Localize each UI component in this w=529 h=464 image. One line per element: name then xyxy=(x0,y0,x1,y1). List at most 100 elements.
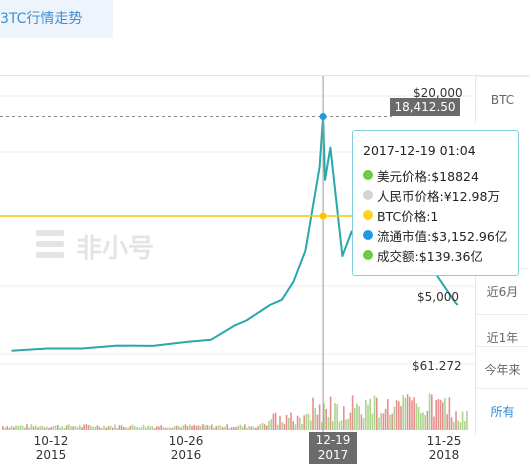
volume-bar xyxy=(61,426,63,430)
volume-bar xyxy=(387,399,389,430)
volume-bar xyxy=(202,424,204,430)
volume-bar xyxy=(404,397,407,430)
volume-bar xyxy=(338,421,341,430)
volume-bar xyxy=(354,408,356,430)
x-tick-year: 2015 xyxy=(35,448,67,462)
volume-bar xyxy=(305,413,308,430)
volume-bar xyxy=(329,396,332,430)
volume-bar xyxy=(52,426,55,430)
volume-bar xyxy=(259,424,261,430)
volume-bar xyxy=(332,421,334,430)
volume-bar xyxy=(175,425,178,430)
volume-bar xyxy=(255,427,257,430)
yellow-dot-icon xyxy=(363,210,373,220)
tooltip-row: 美元价格:$18824 xyxy=(363,165,518,185)
x-tick-date: 10-26 xyxy=(168,434,204,448)
volume-bar xyxy=(296,415,299,430)
volume-bar xyxy=(358,406,360,430)
volume-bar xyxy=(261,422,264,430)
tab-btc-trend[interactable]: 3TC行情走势 xyxy=(0,0,113,38)
volume-bar xyxy=(2,426,4,430)
volume-bar xyxy=(149,426,151,430)
volume-bar xyxy=(48,427,50,430)
volume-bar xyxy=(292,421,294,430)
volume-bar xyxy=(402,395,404,430)
tooltip: 2017-12-19 01:04 美元价格:$18824 人民币价格:¥12.9… xyxy=(352,130,519,276)
volume-bar xyxy=(279,415,281,430)
tooltip-row: 流通市值:$3,152.96亿 xyxy=(363,225,518,245)
volume-bar xyxy=(266,425,268,430)
range-button-btc[interactable]: BTC xyxy=(475,76,529,123)
volume-bar xyxy=(180,427,182,430)
tooltip-row: BTC价格:1 xyxy=(363,205,518,225)
volume-bar xyxy=(248,426,250,430)
volume-bar xyxy=(461,411,464,430)
crosshair-price-label: 18,412.50 xyxy=(390,98,460,116)
volume-bar xyxy=(314,408,316,430)
volume-bar xyxy=(453,422,455,430)
gray-dot-icon xyxy=(363,190,373,200)
volume-bar xyxy=(433,416,435,430)
volume-bar xyxy=(457,420,459,430)
volume-bar xyxy=(235,426,237,430)
volume-bar xyxy=(189,424,191,430)
volume-bar xyxy=(417,406,420,430)
volume-bar xyxy=(464,421,466,430)
volume-bar xyxy=(356,403,358,430)
volume-bar xyxy=(288,417,290,430)
x-tick-label: 10-12 2015 xyxy=(26,434,76,462)
volume-bar xyxy=(208,426,211,430)
volume-bar xyxy=(360,414,363,430)
volume-bar xyxy=(351,395,354,430)
volume-bar xyxy=(252,426,255,430)
volume-bar xyxy=(26,424,28,430)
range-button-all[interactable]: 所有 xyxy=(475,388,529,435)
volume-bar xyxy=(376,397,378,430)
volume-bar xyxy=(327,417,330,430)
volume-bar xyxy=(105,427,107,430)
volume-bar xyxy=(138,427,140,430)
volume-bar xyxy=(118,425,121,430)
volume-bar xyxy=(19,425,22,430)
crosshair-year: 2017 xyxy=(317,448,349,462)
x-tick-label: 10-26 2016 xyxy=(161,434,211,462)
volume-bar xyxy=(415,403,418,430)
volume-bar xyxy=(39,426,41,430)
volume-bar xyxy=(54,425,57,430)
volume-bar xyxy=(136,426,138,430)
volume-bar xyxy=(204,425,206,430)
volume-bar xyxy=(466,411,468,430)
volume-bar xyxy=(70,426,72,430)
volume-bar xyxy=(63,427,66,430)
crosshair-date: 12-19 xyxy=(315,433,351,447)
volume-bar xyxy=(301,424,303,430)
volume-bar xyxy=(6,426,8,430)
green-dot-icon xyxy=(363,170,373,180)
range-button-ytd[interactable]: 今年来 xyxy=(475,346,529,393)
volume-bar xyxy=(426,410,429,430)
x-tick-date: 11-25 xyxy=(426,434,462,448)
volume-bar xyxy=(268,421,270,430)
volume-bar xyxy=(140,427,143,430)
volume-bar xyxy=(24,427,26,430)
volume-bar xyxy=(406,394,409,430)
volume-bar xyxy=(431,394,433,430)
volume-bar xyxy=(72,426,74,430)
volume-bar xyxy=(32,426,35,430)
volume-bar xyxy=(120,425,123,430)
volume-bar xyxy=(107,426,110,430)
volume-bar xyxy=(211,424,213,430)
volume-bar xyxy=(125,427,127,430)
volume-bar xyxy=(158,426,160,430)
volume-bar xyxy=(321,422,323,430)
volume-bar xyxy=(129,425,132,430)
watermark-logo: 非小号 xyxy=(36,228,186,264)
volume-bar xyxy=(79,425,81,430)
volume-bar xyxy=(92,426,94,430)
volume-bar xyxy=(184,424,187,430)
volume-bar xyxy=(151,426,154,430)
volume-bar xyxy=(340,420,343,430)
volume-bar xyxy=(345,419,347,430)
volume-bar xyxy=(193,424,195,430)
volume-bar xyxy=(459,422,462,430)
